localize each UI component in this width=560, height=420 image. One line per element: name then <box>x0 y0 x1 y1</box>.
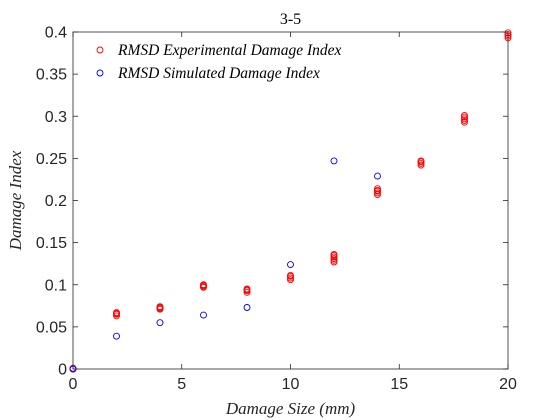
series-2-point-2 <box>113 332 120 340</box>
y-tick-label: 0.2 <box>45 193 67 210</box>
x-tick-label: 15 <box>390 376 408 393</box>
series-2-point-8 <box>374 172 381 180</box>
series-1-point-33 <box>374 185 381 193</box>
chart-title: 3-5 <box>280 11 301 28</box>
series-1-point-6 <box>113 309 120 316</box>
x-tick-label: 5 <box>177 376 186 393</box>
series-1-point-37 <box>417 157 425 165</box>
y-tick-label: 0.25 <box>36 151 67 168</box>
y-axis-label: Damage Index <box>6 150 25 251</box>
series-1-point-28 <box>330 250 338 258</box>
legend-marker <box>96 69 104 77</box>
legend-entry: RMSD Simulated Damage Index <box>117 65 320 82</box>
x-axis-label: Damage Size (mm) <box>225 399 356 418</box>
series-2-point-6 <box>287 261 294 268</box>
x-tick-label: 0 <box>69 376 78 393</box>
y-tick-label: 0.4 <box>45 25 67 42</box>
y-tick-label: 0 <box>58 362 67 379</box>
series-1-point-14 <box>200 281 207 289</box>
series-1-point-18 <box>243 285 251 293</box>
y-tick-label: 0.05 <box>36 319 67 336</box>
series-2-point-4 <box>200 311 207 319</box>
y-tick-label: 0.35 <box>36 67 67 84</box>
series-2-point-7 <box>330 157 338 165</box>
axes: 0 5 10 15 20 0 0.05 0.1 0.15 0.2 0.25 0.3 0.35 0.4 <box>36 25 517 394</box>
series-1-point-10 <box>156 303 164 311</box>
series-1-point-22 <box>287 272 294 279</box>
x-tick-label: 10 <box>282 376 300 393</box>
x-tick-label: 20 <box>499 376 517 393</box>
y-tick-label: 0.15 <box>36 235 67 252</box>
legend: RMSD Experimental Damage Index RMSD Simul… <box>96 42 342 82</box>
legend-marker <box>96 46 104 54</box>
y-tick-label: 0.1 <box>45 277 67 294</box>
plot-area <box>73 32 508 369</box>
y-tick-label: 0.3 <box>45 109 67 126</box>
series-2-point-5 <box>243 304 251 311</box>
series-1-point-42 <box>461 111 468 119</box>
series-2-point-3 <box>156 319 164 327</box>
legend-entry: RMSD Experimental Damage Index <box>117 42 342 59</box>
